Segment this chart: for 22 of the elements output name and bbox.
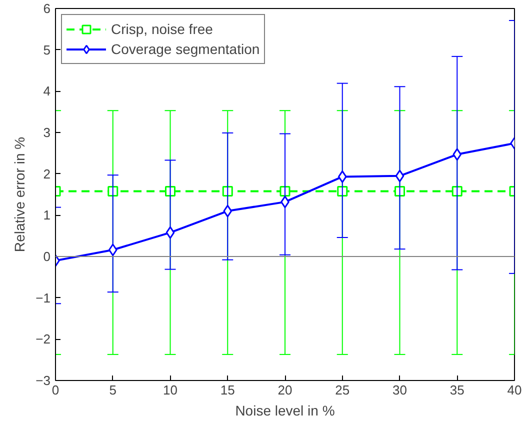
x-tick-label: 35 [450, 382, 464, 398]
y-tick-label: 4 [43, 84, 51, 99]
x-tick-label: 20 [278, 382, 292, 398]
x-axis-title: Noise level in % [235, 402, 335, 418]
y-tick-label: −3 [36, 373, 51, 388]
y-tick-label: 2 [43, 166, 51, 182]
y-tick-label: 0 [43, 249, 51, 264]
x-tick-label: 15 [220, 382, 235, 398]
x-tick-label: 10 [163, 382, 178, 398]
y-axis-title: Relative error in % [12, 136, 28, 252]
y-tick-label: 6 [43, 1, 51, 16]
y-tick-label: −1 [36, 290, 51, 306]
y-tick-label: 5 [43, 42, 51, 58]
x-tick-label: 25 [335, 382, 350, 398]
legend-label: Crisp, noise free [111, 21, 213, 37]
y-tick-label: 3 [43, 125, 51, 140]
x-tick-label: 5 [109, 382, 116, 398]
y-tick-label: −2 [36, 332, 51, 347]
x-tick-label: 40 [507, 382, 522, 398]
legend-label: Coverage segmentation [111, 41, 260, 57]
x-tick-label: 30 [392, 382, 407, 398]
y-tick-label: 1 [43, 208, 51, 223]
